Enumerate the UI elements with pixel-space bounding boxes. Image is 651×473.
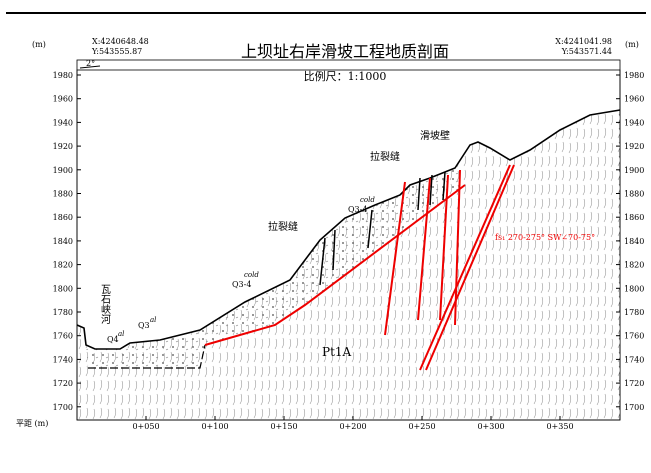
elevation-label: 1760 bbox=[624, 332, 644, 341]
coord: Y:543571.44 bbox=[561, 47, 612, 56]
section-drawing: 上坝址右岸滑坡工程地质剖面 比例尺：1:1000 X:4240648.48 Y:… bbox=[0, 0, 651, 469]
label: 瓦石峡河 bbox=[99, 284, 111, 324]
unit: (m) bbox=[625, 40, 639, 49]
label: Q4 bbox=[107, 335, 119, 344]
elevation-label: 1840 bbox=[53, 237, 73, 246]
elevation-label: 1700 bbox=[624, 403, 644, 412]
elevation-label: 1860 bbox=[53, 213, 73, 222]
elevation-label: 1800 bbox=[624, 284, 644, 293]
elevation-label: 1920 bbox=[624, 142, 644, 151]
distance-tick: 0+150 bbox=[270, 422, 297, 431]
elevation-label: 1840 bbox=[624, 237, 644, 246]
label: Q3-4 bbox=[348, 205, 367, 214]
elevation-label: 1720 bbox=[624, 379, 644, 388]
label: cold bbox=[360, 196, 375, 204]
label: Q3 bbox=[138, 321, 150, 330]
distance-tick: 0+300 bbox=[477, 422, 504, 431]
coord: X:4240648.48 bbox=[92, 37, 149, 46]
label: al bbox=[118, 330, 124, 338]
title: 上坝址右岸滑坡工程地质剖面 bbox=[241, 42, 449, 61]
label: fs₁ 270-275° SW∠70-75° bbox=[495, 233, 595, 242]
coord: X:4241041.98 bbox=[555, 37, 612, 46]
distance-label: 平距 (m) bbox=[16, 419, 48, 428]
distance-tick: 0+050 bbox=[132, 422, 159, 431]
elevation-label: 1940 bbox=[624, 118, 644, 127]
distance-tick: 0+100 bbox=[201, 422, 228, 431]
label: 2° bbox=[86, 59, 95, 68]
elevation-label: 1760 bbox=[53, 332, 73, 341]
coord: Y:543555.87 bbox=[91, 47, 142, 56]
elevation-label: 1960 bbox=[624, 95, 644, 104]
elevation-label: 1740 bbox=[53, 355, 73, 364]
elevation-label: 1720 bbox=[53, 379, 73, 388]
distance-tick: 0+250 bbox=[408, 422, 435, 431]
elevation-label: 1980 bbox=[624, 71, 644, 80]
label: 拉裂缝 bbox=[370, 150, 400, 163]
label: 拉裂缝 bbox=[268, 220, 298, 233]
elevation-label: 1900 bbox=[53, 166, 73, 175]
distance-tick: 0+350 bbox=[546, 422, 573, 431]
label: cold bbox=[244, 271, 259, 279]
elevation-label: 1740 bbox=[624, 355, 644, 364]
label: al bbox=[150, 316, 156, 324]
elevation-label: 1800 bbox=[53, 284, 73, 293]
scale: 比例尺：1:1000 bbox=[304, 69, 387, 83]
elevation-label: 1900 bbox=[624, 166, 644, 175]
elevation-label: 1980 bbox=[53, 71, 73, 80]
elevation-label: 1880 bbox=[53, 190, 73, 199]
elevation-label: 1920 bbox=[53, 142, 73, 151]
unit: (m) bbox=[32, 40, 46, 49]
elevation-label: 1780 bbox=[624, 308, 644, 317]
label: 滑坡壁 bbox=[420, 129, 450, 142]
elevation-label: 1960 bbox=[53, 95, 73, 104]
elevation-label: 1940 bbox=[53, 118, 73, 127]
label: Q3-4 bbox=[232, 280, 251, 289]
elevation-label: 1820 bbox=[624, 261, 644, 270]
elevation-label: 1820 bbox=[53, 261, 73, 270]
distance-tick: 0+200 bbox=[339, 422, 366, 431]
label: Pt1A bbox=[322, 345, 352, 359]
elevation-label: 1700 bbox=[53, 403, 73, 412]
elevation-label: 1880 bbox=[624, 190, 644, 199]
elevation-label: 1780 bbox=[53, 308, 73, 317]
elevation-label: 1860 bbox=[624, 213, 644, 222]
